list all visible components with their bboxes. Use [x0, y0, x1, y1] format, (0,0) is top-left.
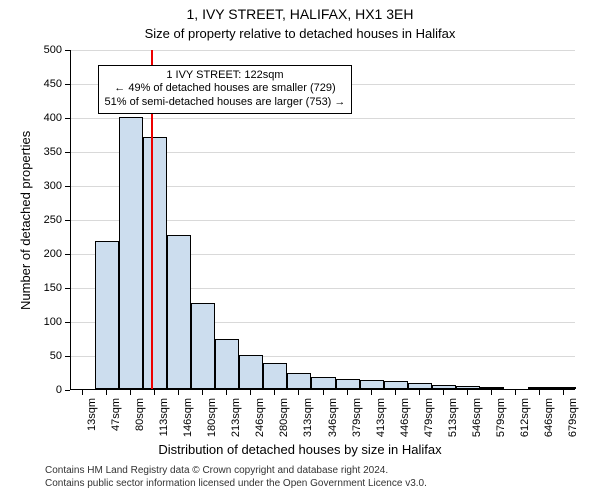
- ytick-label: 100: [36, 316, 62, 328]
- xtick-mark: [467, 390, 468, 395]
- histogram-bar: [167, 235, 191, 389]
- xtick-mark: [154, 390, 155, 395]
- ytick-label: 400: [36, 112, 62, 124]
- xtick-mark: [563, 390, 564, 395]
- xtick-label: 13sqm: [86, 398, 98, 431]
- xtick-label: 513sqm: [447, 398, 459, 437]
- histogram-bar: [239, 355, 263, 389]
- xtick-label: 280sqm: [278, 398, 290, 437]
- ytick-label: 500: [36, 44, 62, 56]
- xtick-mark: [443, 390, 444, 395]
- gridline-h: [71, 50, 575, 51]
- gridline-h: [71, 118, 575, 119]
- histogram-bar: [263, 363, 287, 389]
- ytick-mark: [65, 186, 70, 187]
- footer-line2: Contains public sector information licen…: [45, 477, 427, 490]
- xtick-mark: [250, 390, 251, 395]
- xtick-mark: [298, 390, 299, 395]
- xtick-mark: [347, 390, 348, 395]
- xtick-mark: [515, 390, 516, 395]
- xtick-mark: [274, 390, 275, 395]
- subtitle: Size of property relative to detached ho…: [0, 26, 600, 41]
- ytick-label: 50: [36, 350, 62, 362]
- xtick-label: 313sqm: [302, 398, 314, 437]
- histogram-bar: [311, 377, 335, 389]
- x-axis-label: Distribution of detached houses by size …: [0, 442, 600, 457]
- histogram-bar: [191, 303, 215, 389]
- ytick-mark: [65, 220, 70, 221]
- xtick-label: 579sqm: [495, 398, 507, 437]
- histogram-bar: [119, 117, 143, 389]
- histogram-bar: [360, 380, 384, 389]
- histogram-bar: [408, 383, 432, 389]
- ytick-mark: [65, 390, 70, 391]
- ytick-label: 450: [36, 78, 62, 90]
- ytick-mark: [65, 288, 70, 289]
- xtick-mark: [106, 390, 107, 395]
- xtick-label: 146sqm: [182, 398, 194, 437]
- histogram-bar: [287, 373, 311, 389]
- address-title: 1, IVY STREET, HALIFAX, HX1 3EH: [0, 6, 600, 22]
- xtick-mark: [202, 390, 203, 395]
- xtick-label: 80sqm: [134, 398, 146, 431]
- xtick-mark: [130, 390, 131, 395]
- histogram-bar: [456, 386, 480, 389]
- xtick-mark: [539, 390, 540, 395]
- histogram-bar: [95, 241, 119, 389]
- histogram-bar: [336, 379, 360, 389]
- ytick-mark: [65, 356, 70, 357]
- xtick-label: 47sqm: [110, 398, 122, 431]
- xtick-label: 679sqm: [567, 398, 579, 437]
- xtick-label: 246sqm: [254, 398, 266, 437]
- annotation-line: ← 49% of detached houses are smaller (72…: [105, 82, 346, 96]
- histogram-bar: [480, 387, 504, 389]
- xtick-label: 213sqm: [230, 398, 242, 437]
- ytick-label: 350: [36, 146, 62, 158]
- xtick-label: 180sqm: [206, 398, 218, 437]
- footer-attribution: Contains HM Land Registry data © Crown c…: [45, 464, 427, 490]
- xtick-label: 479sqm: [423, 398, 435, 437]
- xtick-mark: [323, 390, 324, 395]
- xtick-mark: [371, 390, 372, 395]
- histogram-bar: [432, 385, 456, 389]
- xtick-mark: [82, 390, 83, 395]
- ytick-mark: [65, 152, 70, 153]
- ytick-label: 200: [36, 248, 62, 260]
- ytick-mark: [65, 50, 70, 51]
- y-axis-label: Number of detached properties: [18, 131, 33, 310]
- xtick-mark: [419, 390, 420, 395]
- xtick-mark: [226, 390, 227, 395]
- ytick-mark: [65, 118, 70, 119]
- xtick-label: 113sqm: [158, 398, 170, 436]
- ytick-mark: [65, 84, 70, 85]
- xtick-label: 546sqm: [471, 398, 483, 437]
- histogram-bar: [528, 387, 552, 389]
- ytick-mark: [65, 322, 70, 323]
- xtick-mark: [491, 390, 492, 395]
- histogram-bar: [215, 339, 239, 389]
- histogram-bar: [143, 137, 167, 389]
- xtick-label: 612sqm: [519, 398, 531, 437]
- ytick-mark: [65, 254, 70, 255]
- xtick-label: 379sqm: [351, 398, 363, 437]
- ytick-label: 0: [36, 384, 62, 396]
- annotation-line: 1 IVY STREET: 122sqm: [105, 69, 346, 83]
- chart-plot-area: 1 IVY STREET: 122sqm← 49% of detached ho…: [70, 50, 575, 390]
- ytick-label: 300: [36, 180, 62, 192]
- histogram-bar: [552, 387, 576, 389]
- xtick-label: 346sqm: [327, 398, 339, 437]
- xtick-label: 646sqm: [543, 398, 555, 437]
- annotation-line: 51% of semi-detached houses are larger (…: [105, 96, 346, 110]
- xtick-label: 446sqm: [399, 398, 411, 437]
- xtick-label: 413sqm: [375, 398, 387, 437]
- ytick-label: 250: [36, 214, 62, 226]
- xtick-mark: [178, 390, 179, 395]
- footer-line1: Contains HM Land Registry data © Crown c…: [45, 464, 427, 477]
- ytick-label: 150: [36, 282, 62, 294]
- annotation-box: 1 IVY STREET: 122sqm← 49% of detached ho…: [98, 65, 353, 114]
- xtick-mark: [395, 390, 396, 395]
- histogram-bar: [384, 381, 408, 389]
